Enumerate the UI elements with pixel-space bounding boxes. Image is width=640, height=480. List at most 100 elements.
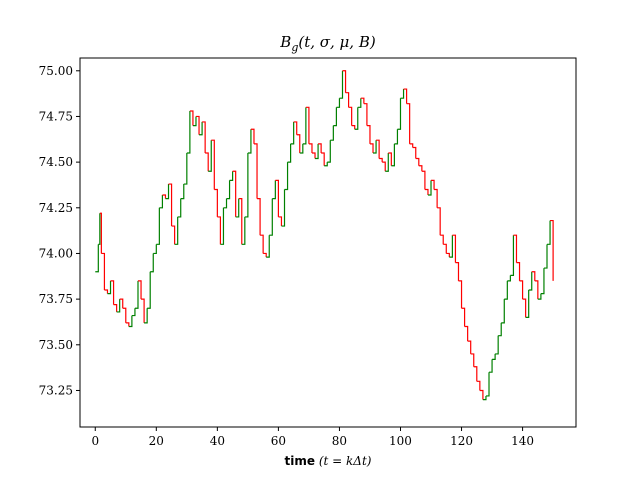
series-segment	[99, 212, 102, 254]
series-segment	[434, 188, 438, 208]
series-segment	[150, 253, 154, 273]
series-segment	[195, 115, 200, 135]
series-segment	[351, 124, 356, 130]
series-segment	[253, 143, 258, 199]
series-segment	[513, 234, 518, 263]
series-segment	[113, 304, 118, 312]
series-segment	[333, 107, 337, 127]
series-segment	[302, 107, 307, 145]
series-segment	[263, 252, 267, 258]
series-segment	[339, 70, 344, 99]
x-axis-label: time (t = kΔt)	[285, 454, 372, 468]
series-segment	[376, 139, 380, 159]
series-segment	[449, 235, 453, 258]
series-segment	[278, 216, 283, 227]
series-segment	[223, 198, 228, 209]
series-segment	[238, 198, 243, 245]
title-args: (t, σ, μ, B)	[298, 33, 375, 51]
series-segment	[525, 289, 530, 318]
series-segment	[531, 271, 536, 281]
series-segment	[174, 216, 179, 245]
title-subscript: g	[291, 41, 298, 54]
series-segment	[272, 180, 276, 200]
y-tick-label: 74.50	[39, 155, 73, 169]
series-segment	[208, 140, 212, 172]
series-segment	[229, 171, 234, 181]
x-tick-label: 60	[271, 434, 286, 448]
series-segment	[528, 271, 533, 291]
series-segment	[345, 92, 350, 108]
series-segment	[489, 359, 493, 373]
x-tick-label: 140	[511, 434, 534, 448]
series-segment	[495, 335, 499, 355]
series-segment	[299, 143, 304, 154]
series-segment	[275, 179, 279, 217]
series-segment	[330, 125, 334, 141]
series-segment	[400, 89, 405, 99]
series-segment	[397, 98, 402, 130]
x-axis-label-bold: time	[285, 454, 316, 468]
x-tick-label: 120	[450, 434, 473, 448]
series-segment	[214, 188, 218, 217]
series-segment	[443, 243, 447, 254]
series-segment	[131, 308, 136, 317]
series-segment	[165, 184, 170, 200]
series-segment	[431, 179, 435, 190]
series-segment	[492, 353, 496, 361]
series-segment	[473, 366, 478, 382]
series-segment	[510, 235, 515, 276]
series-segment	[418, 165, 423, 172]
series-segment	[348, 106, 353, 126]
series-segment	[162, 194, 167, 199]
series-segment	[220, 207, 225, 245]
series-segment	[498, 322, 502, 337]
series-segment	[516, 261, 521, 281]
series-segment	[409, 143, 414, 148]
series-segment	[171, 225, 176, 245]
series-segment	[540, 268, 545, 295]
series-segment	[427, 180, 432, 196]
series-segment	[406, 103, 411, 144]
series-segment	[257, 198, 261, 236]
y-tick-label: 73.75	[39, 292, 73, 306]
series-segment	[424, 188, 429, 196]
series-segment	[357, 98, 362, 108]
series-segment	[324, 162, 328, 167]
title-base: B	[279, 33, 291, 51]
series-segment	[507, 275, 511, 282]
series-segment	[464, 325, 469, 342]
y-axis: 73.25 73.50 73.75 74.00 74.25 74.50 74.75 75.00	[39, 64, 80, 397]
series-segment	[373, 140, 377, 154]
series-segment	[308, 143, 313, 153]
series-segment	[415, 157, 420, 166]
series-segment	[327, 140, 331, 163]
series-segment	[287, 143, 292, 163]
x-tick-label: 20	[149, 434, 164, 448]
series-segment	[232, 170, 237, 217]
series-segment	[437, 207, 441, 236]
series-segment	[235, 198, 240, 218]
series-segment	[144, 308, 148, 324]
x-tick-label: 100	[389, 434, 412, 448]
series-segment	[250, 128, 255, 144]
series-segment	[199, 121, 203, 136]
series-segment	[446, 252, 450, 258]
series-segment	[537, 293, 542, 300]
series-segment	[321, 152, 325, 166]
series-segment	[394, 129, 399, 145]
series-segment	[311, 152, 316, 159]
series-segment	[125, 322, 130, 327]
x-axis: 0 20 40 60 80 100 120 140	[91, 427, 534, 448]
series-segment	[360, 97, 365, 104]
x-tick-label: 40	[210, 434, 225, 448]
series-segment	[192, 116, 197, 127]
series-segment	[189, 110, 194, 126]
series-segment	[455, 261, 460, 281]
series-segment	[177, 198, 182, 218]
series-segment	[412, 146, 417, 159]
series-segment	[241, 216, 246, 245]
series-segment	[382, 161, 386, 172]
series-segment	[110, 280, 115, 305]
series-segment	[98, 213, 101, 245]
